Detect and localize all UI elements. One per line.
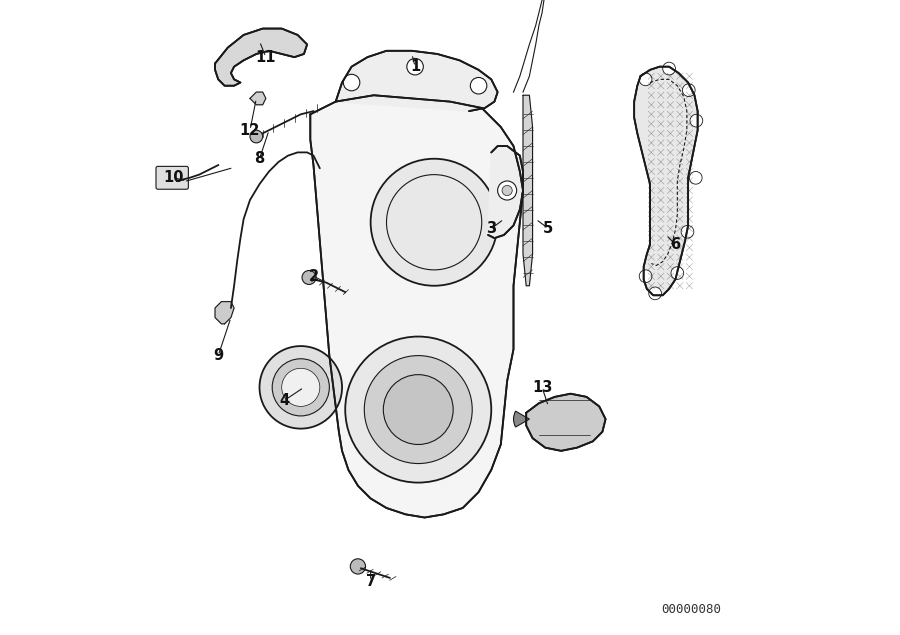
- Text: 13: 13: [532, 380, 553, 395]
- Circle shape: [649, 287, 662, 300]
- Circle shape: [343, 74, 360, 91]
- Text: 9: 9: [213, 348, 223, 363]
- Circle shape: [383, 375, 454, 444]
- Circle shape: [681, 225, 694, 238]
- Circle shape: [498, 181, 517, 200]
- FancyBboxPatch shape: [156, 166, 188, 189]
- Text: 3: 3: [486, 221, 496, 236]
- Circle shape: [407, 58, 423, 75]
- Polygon shape: [215, 302, 234, 324]
- Circle shape: [671, 267, 684, 279]
- Polygon shape: [250, 92, 266, 105]
- Circle shape: [282, 368, 320, 406]
- Polygon shape: [488, 146, 523, 238]
- Circle shape: [364, 356, 472, 464]
- Circle shape: [502, 185, 512, 196]
- Circle shape: [346, 337, 491, 483]
- Circle shape: [639, 73, 652, 86]
- Text: 00000080: 00000080: [662, 603, 721, 616]
- Polygon shape: [634, 67, 698, 295]
- Text: 4: 4: [280, 392, 290, 408]
- Polygon shape: [336, 51, 498, 111]
- Circle shape: [302, 271, 316, 284]
- Polygon shape: [215, 29, 307, 86]
- Wedge shape: [514, 411, 529, 427]
- Circle shape: [350, 559, 365, 574]
- Circle shape: [250, 130, 263, 143]
- Polygon shape: [523, 95, 533, 286]
- Text: 1: 1: [410, 59, 420, 74]
- Polygon shape: [526, 394, 606, 451]
- Circle shape: [371, 159, 498, 286]
- Circle shape: [689, 171, 702, 184]
- Circle shape: [662, 62, 675, 75]
- Text: 12: 12: [239, 123, 260, 138]
- Circle shape: [682, 84, 695, 97]
- Text: 10: 10: [164, 170, 184, 185]
- Text: 8: 8: [255, 151, 265, 166]
- Circle shape: [690, 114, 703, 127]
- Circle shape: [471, 77, 487, 94]
- Text: 2: 2: [309, 269, 319, 284]
- Text: 6: 6: [670, 237, 680, 252]
- Text: 7: 7: [365, 573, 375, 589]
- Circle shape: [259, 346, 342, 429]
- Polygon shape: [310, 95, 523, 518]
- Text: 11: 11: [256, 50, 276, 65]
- Circle shape: [272, 359, 329, 416]
- Text: 5: 5: [544, 221, 554, 236]
- Circle shape: [639, 270, 652, 283]
